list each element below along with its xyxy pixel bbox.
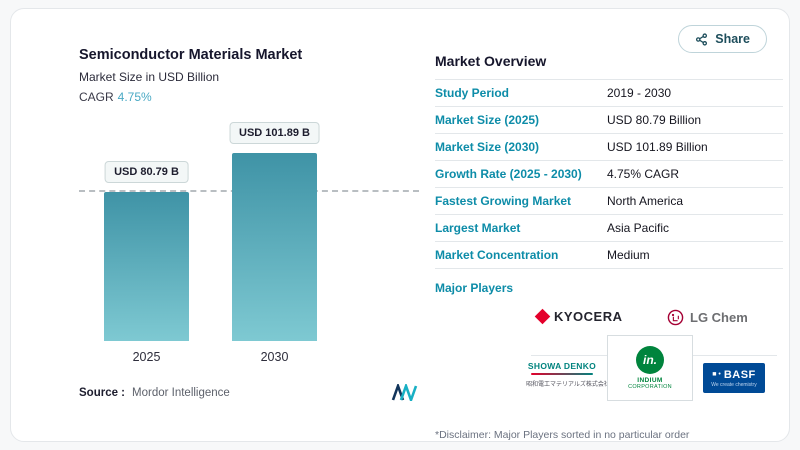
major-players-label: Major Players bbox=[435, 281, 514, 295]
overview-row: Growth Rate (2025 - 2030) 4.75% CAGR bbox=[435, 161, 783, 188]
chart-title: Semiconductor Materials Market bbox=[79, 47, 303, 63]
x-axis-labels: 2025 2030 bbox=[79, 350, 419, 368]
source-label: Source : bbox=[79, 386, 126, 399]
basf-logo: ■ • BASF We create chemistry bbox=[703, 363, 765, 393]
overview-row: Fastest Growing Market North America bbox=[435, 188, 783, 215]
chart-panel: Semiconductor Materials Market Market Si… bbox=[79, 47, 424, 401]
showa-swoosh-icon bbox=[531, 373, 593, 375]
share-icon bbox=[696, 32, 708, 46]
disclaimer-text: *Disclaimer: Major Players sorted in no … bbox=[435, 429, 690, 441]
basf-squares-icon: ■ • bbox=[712, 371, 721, 378]
overview-row-label: Growth Rate (2025 - 2030) bbox=[435, 167, 582, 181]
basf-tagline: We create chemistry bbox=[711, 381, 757, 388]
overview-row: Market Size (2025) USD 80.79 Billion bbox=[435, 107, 783, 134]
overview-row-value: USD 80.79 Billion bbox=[607, 113, 702, 127]
lg-face-icon bbox=[667, 309, 684, 326]
overview-row-label: Fastest Growing Market bbox=[435, 194, 572, 208]
indium-logo: in. INDIUM CORPORATION bbox=[607, 335, 693, 401]
bar-chart: USD 80.79 B USD 101.89 B bbox=[79, 116, 419, 341]
overview-row-label: Study Period bbox=[435, 86, 510, 100]
share-button-label: Share bbox=[715, 32, 750, 46]
overview-row-value: North America bbox=[607, 194, 684, 208]
showa-denko-logo: SHOWA DENKO 昭和電工マテリアルズ株式会社 bbox=[523, 361, 610, 388]
overview-row-label: Largest Market bbox=[435, 221, 521, 235]
overview-row-value: USD 101.89 Billion bbox=[607, 140, 708, 154]
kyocera-logo: KYOCERA bbox=[534, 308, 623, 325]
showa-denko-subtext: 昭和電工マテリアルズ株式会社 bbox=[526, 381, 610, 388]
lg-chem-name: LG Chem bbox=[690, 310, 748, 325]
source-row: Source : Mordor Intelligence bbox=[79, 384, 419, 401]
overview-row-label: Market Size (2025) bbox=[435, 113, 540, 127]
bar-value-label: USD 101.89 B bbox=[229, 122, 320, 144]
overview-row-label: Market Concentration bbox=[435, 248, 559, 262]
overview-row: Market Size (2030) USD 101.89 Billion bbox=[435, 134, 783, 161]
overview-row-value: Medium bbox=[607, 248, 650, 262]
indium-subtext: CORPORATION bbox=[628, 384, 672, 390]
source-value: Mordor Intelligence bbox=[132, 386, 230, 399]
basf-wordmark: ■ • BASF bbox=[712, 369, 756, 381]
overview-title: Market Overview bbox=[435, 53, 547, 69]
bar-2030 bbox=[232, 153, 317, 341]
mordor-intelligence-logo-icon bbox=[391, 384, 418, 401]
kyocera-name: KYOCERA bbox=[554, 309, 623, 324]
overview-row-value: Asia Pacific bbox=[607, 221, 670, 235]
kyocera-mark-icon bbox=[534, 308, 551, 325]
overview-row: Study Period 2019 - 2030 bbox=[435, 80, 783, 107]
overview-row: Market Concentration Medium bbox=[435, 242, 783, 269]
bar-value-label: USD 80.79 B bbox=[104, 161, 189, 183]
basf-name: BASF bbox=[723, 368, 756, 381]
overview-row-value: 2019 - 2030 bbox=[607, 86, 672, 100]
overview-row: Largest Market Asia Pacific bbox=[435, 215, 783, 242]
overview-table: Study Period 2019 - 2030 Market Size (2025… bbox=[435, 79, 783, 269]
market-overview-panel: Market Overview Study Period 2019 - 2030 M… bbox=[435, 53, 783, 441]
cagr-label: CAGR bbox=[79, 90, 114, 104]
overview-row-value: 4.75% CAGR bbox=[607, 167, 680, 181]
indium-circle-icon: in. bbox=[636, 346, 664, 374]
cagr-line: CAGR 4.75% bbox=[79, 90, 424, 104]
bar-2025 bbox=[104, 192, 189, 341]
x-axis-label: 2025 bbox=[132, 350, 161, 364]
indium-name: INDIUM bbox=[637, 377, 663, 384]
showa-denko-name: SHOWA DENKO bbox=[527, 361, 597, 371]
share-button[interactable]: Share bbox=[678, 25, 767, 53]
market-snapshot-card: Share Semiconductor Materials Market Mar… bbox=[10, 8, 790, 442]
overview-row-label: Market Size (2030) bbox=[435, 140, 540, 154]
chart-subtitle: Market Size in USD Billion bbox=[79, 70, 220, 84]
major-players-logos: KYOCERA LG Chem SHOWA DENKO 昭和電工マテリアルズ株式… bbox=[435, 297, 783, 419]
cagr-value: 4.75% bbox=[117, 90, 152, 104]
lg-chem-logo: LG Chem bbox=[667, 309, 748, 326]
x-axis-label: 2030 bbox=[260, 350, 289, 364]
